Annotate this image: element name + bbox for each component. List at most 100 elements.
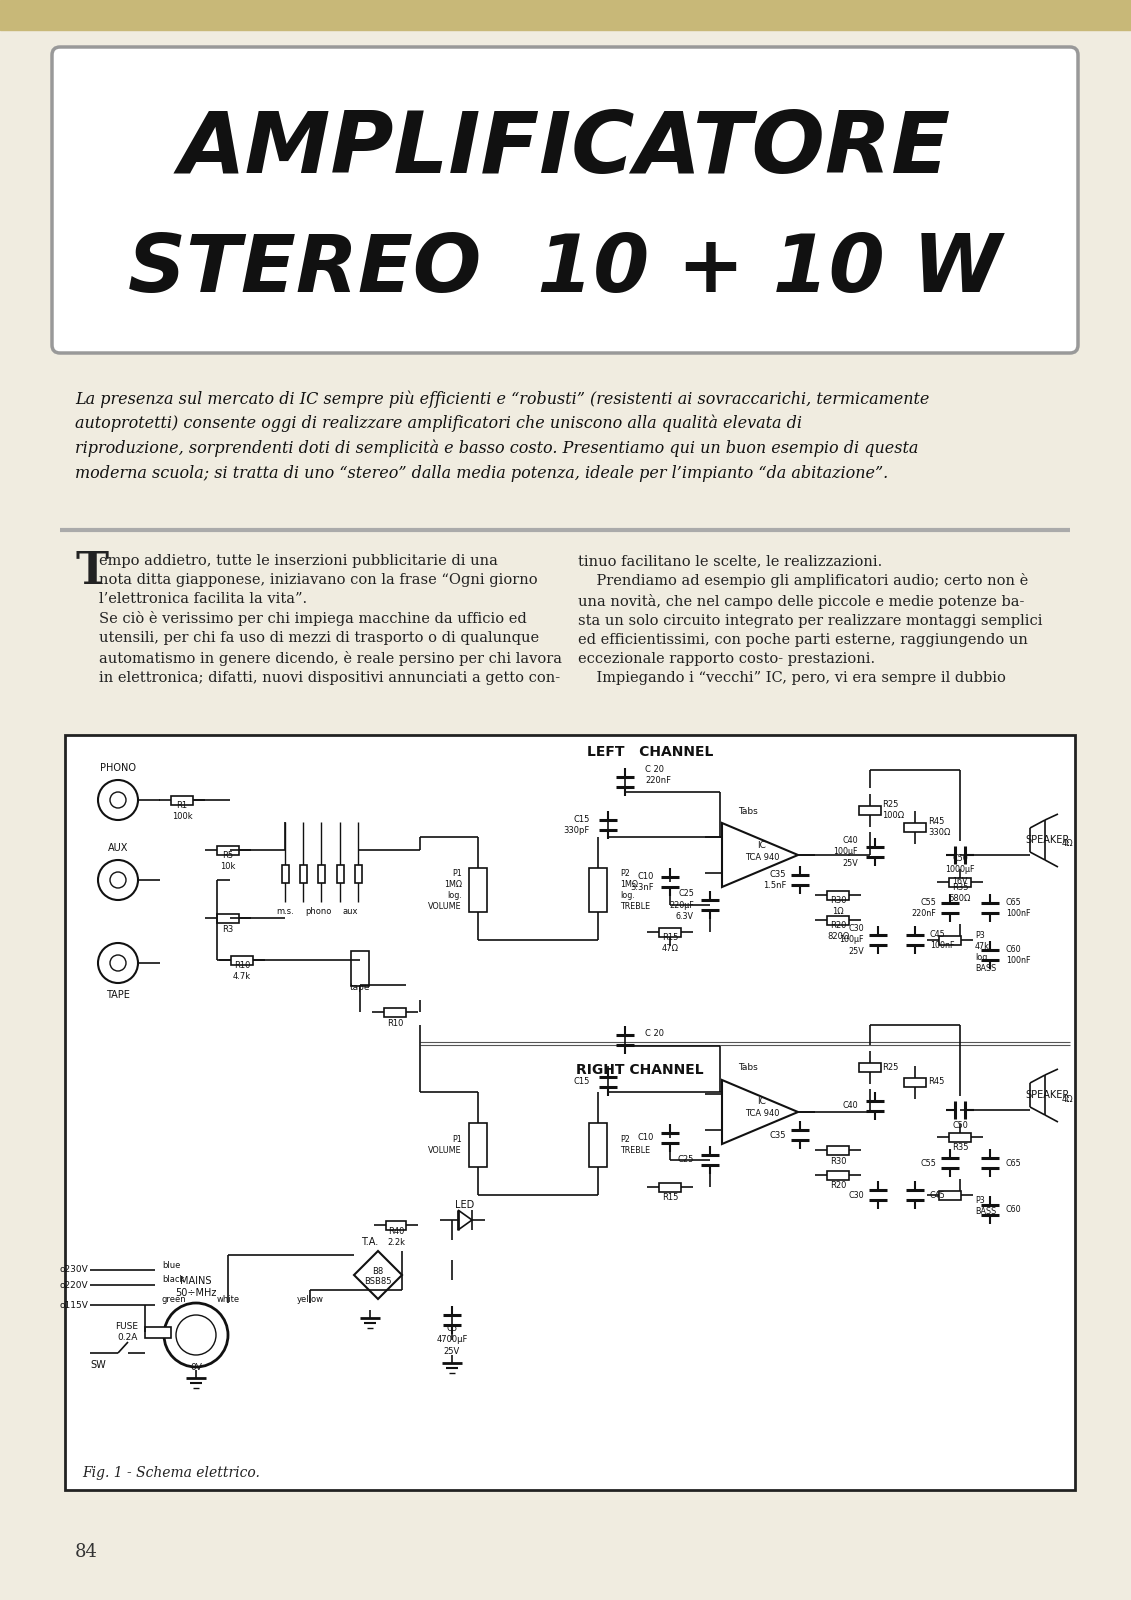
Text: aux: aux	[343, 907, 357, 917]
Bar	[300, 866, 307, 883]
Text: P1
1MΩ
log.
VOLUME: P1 1MΩ log. VOLUME	[429, 869, 461, 910]
Text: BSB85: BSB85	[364, 1277, 391, 1285]
Text: Tabs: Tabs	[739, 806, 758, 816]
Text: 84: 84	[75, 1542, 98, 1562]
Text: R35
680Ω: R35 680Ω	[949, 883, 972, 902]
Text: R45
330Ω: R45 330Ω	[929, 818, 950, 837]
Text: blue: blue	[162, 1261, 180, 1269]
Text: o230V: o230V	[59, 1266, 88, 1275]
Bar	[860, 805, 881, 814]
Bar	[469, 1123, 487, 1166]
Text: C40: C40	[843, 1101, 858, 1110]
Text: La presenza sul mercato di IC sempre più efficienti e “robusti” (resistenti ai s: La presenza sul mercato di IC sempre più…	[75, 390, 930, 482]
Text: LED: LED	[456, 1200, 475, 1210]
Bar	[939, 1190, 961, 1200]
Text: SPEAKER: SPEAKER	[1026, 835, 1070, 845]
Text: IC: IC	[758, 840, 767, 850]
Text: R15: R15	[662, 1194, 679, 1203]
Text: C30: C30	[848, 1190, 864, 1200]
Text: PHONO: PHONO	[100, 763, 136, 773]
Text: P3
47k
log.
BASS: P3 47k log. BASS	[975, 931, 996, 973]
Text: C50
1000μF
16V: C50 1000μF 16V	[946, 854, 975, 886]
Bar	[145, 1326, 171, 1338]
Text: R10
4.7k: R10 4.7k	[233, 962, 251, 981]
Bar	[231, 955, 253, 965]
Bar	[386, 1221, 406, 1229]
Text: R15
47Ω: R15 47Ω	[662, 933, 679, 954]
Text: RIGHT CHANNEL: RIGHT CHANNEL	[576, 1062, 703, 1077]
Text: m.s.: m.s.	[276, 907, 294, 917]
Text: C15
330pF: C15 330pF	[563, 814, 590, 835]
Bar	[354, 866, 362, 883]
Text: R20
820Ω: R20 820Ω	[827, 922, 849, 941]
Text: C35
1.5nF: C35 1.5nF	[762, 870, 786, 890]
Text: C10: C10	[638, 1133, 654, 1142]
Bar	[827, 1171, 849, 1179]
Text: TCA 940: TCA 940	[744, 1109, 779, 1118]
Bar	[659, 1182, 681, 1192]
Text: FUSE
0.2A: FUSE 0.2A	[115, 1322, 138, 1342]
Text: empo addietro, tutte le inserzioni pubblicitarie di una
nota ditta giapponese, i: empo addietro, tutte le inserzioni pubbl…	[100, 554, 562, 685]
Text: C60
100nF: C60 100nF	[1005, 946, 1030, 965]
Text: R40
2.2k: R40 2.2k	[387, 1227, 405, 1246]
Text: C65: C65	[1005, 1158, 1021, 1168]
Bar	[318, 866, 325, 883]
Text: MAINS
50÷MHz: MAINS 50÷MHz	[175, 1275, 217, 1298]
Text: R25: R25	[882, 1062, 898, 1072]
Text: R1
100k: R1 100k	[172, 802, 192, 821]
Text: o115V: o115V	[59, 1301, 88, 1309]
Text: LEFT   CHANNEL: LEFT CHANNEL	[587, 746, 714, 758]
Bar	[589, 1123, 607, 1166]
Text: C55
220nF: C55 220nF	[912, 898, 936, 918]
Text: Tabs: Tabs	[739, 1064, 758, 1072]
Text: C30
100μF
25V: C30 100μF 25V	[839, 925, 864, 955]
Bar	[949, 877, 972, 886]
Bar	[939, 936, 961, 944]
Text: C55: C55	[921, 1158, 936, 1168]
Text: SW: SW	[90, 1360, 106, 1370]
Text: SPEAKER: SPEAKER	[1026, 1090, 1070, 1101]
Text: R25
100Ω: R25 100Ω	[882, 800, 904, 821]
FancyBboxPatch shape	[52, 46, 1078, 354]
Text: tinuo facilitano le scelte, le realizzazioni.
    Prendiamo ad esempio gli ampli: tinuo facilitano le scelte, le realizzaz…	[578, 554, 1043, 685]
Bar	[827, 891, 849, 899]
Text: R5
10k: R5 10k	[221, 851, 235, 870]
Bar	[64, 734, 1074, 1490]
Text: C50: C50	[952, 1120, 968, 1130]
Bar	[827, 915, 849, 925]
Text: 4Ω: 4Ω	[1062, 1094, 1073, 1104]
Text: R3: R3	[223, 925, 234, 933]
Bar	[904, 1077, 926, 1086]
Text: TCA 940: TCA 940	[744, 853, 779, 861]
Text: P2
TREBLE: P2 TREBLE	[620, 1134, 650, 1155]
Text: C5
4700μF
25V: C5 4700μF 25V	[437, 1325, 468, 1355]
Text: C15: C15	[573, 1077, 590, 1086]
Text: C65
100nF: C65 100nF	[1005, 898, 1030, 918]
Text: C 20: C 20	[645, 1029, 664, 1037]
Bar	[217, 914, 239, 923]
Text: C40
100μF
25V: C40 100μF 25V	[834, 837, 858, 867]
Text: C 20
220nF: C 20 220nF	[645, 765, 671, 786]
Text: C10
3.3nF: C10 3.3nF	[630, 872, 654, 893]
Bar	[827, 1146, 849, 1155]
Text: R45: R45	[929, 1077, 944, 1086]
Text: 0V: 0V	[190, 1363, 202, 1373]
Bar	[351, 950, 369, 986]
Text: T: T	[75, 550, 109, 594]
Bar	[659, 928, 681, 936]
Text: C25
220μF
6.3V: C25 220μF 6.3V	[670, 890, 694, 920]
Bar	[0, 0, 1131, 30]
Text: P1
VOLUME: P1 VOLUME	[429, 1134, 461, 1155]
Text: 4Ω: 4Ω	[1062, 840, 1073, 848]
Text: green: green	[162, 1296, 187, 1304]
Bar	[171, 795, 193, 805]
Text: white: white	[216, 1296, 240, 1304]
Text: C45
100nF: C45 100nF	[930, 930, 955, 950]
Bar	[469, 867, 487, 912]
Bar	[217, 845, 239, 854]
Text: P3
BASS: P3 BASS	[975, 1195, 996, 1216]
Text: R35: R35	[952, 1144, 968, 1152]
Text: B8: B8	[372, 1267, 383, 1275]
Text: C45: C45	[930, 1190, 946, 1200]
Text: Fig. 1 - Schema elettrico.: Fig. 1 - Schema elettrico.	[83, 1466, 260, 1480]
